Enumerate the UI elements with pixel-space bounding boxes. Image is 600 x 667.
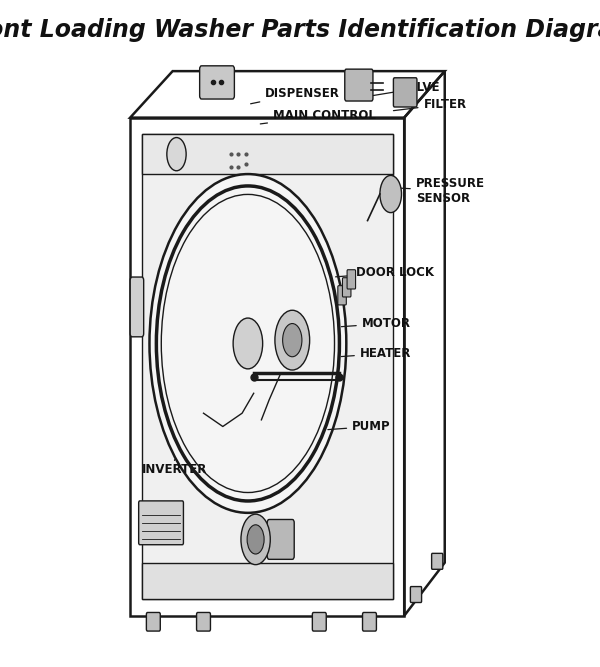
FancyBboxPatch shape	[345, 69, 373, 101]
Circle shape	[380, 175, 401, 213]
Circle shape	[283, 323, 302, 357]
FancyBboxPatch shape	[139, 501, 184, 545]
Text: PUMP: PUMP	[328, 420, 391, 433]
Text: Front Loading Washer Parts Identification Diagram: Front Loading Washer Parts Identificatio…	[0, 18, 600, 42]
FancyBboxPatch shape	[343, 277, 351, 297]
FancyBboxPatch shape	[362, 612, 376, 631]
Text: VALVE: VALVE	[362, 81, 441, 97]
FancyBboxPatch shape	[130, 277, 143, 337]
Polygon shape	[142, 134, 392, 174]
Circle shape	[149, 174, 346, 513]
Text: MAIN CONTROL: MAIN CONTROL	[260, 109, 376, 124]
FancyBboxPatch shape	[394, 78, 417, 107]
Polygon shape	[142, 134, 392, 599]
FancyBboxPatch shape	[197, 612, 211, 631]
Circle shape	[247, 525, 264, 554]
Text: MOTOR: MOTOR	[341, 317, 411, 330]
FancyBboxPatch shape	[410, 586, 422, 602]
FancyBboxPatch shape	[267, 520, 294, 560]
FancyBboxPatch shape	[146, 612, 160, 631]
Text: HEATER: HEATER	[341, 347, 411, 360]
Text: DISPENSER: DISPENSER	[251, 87, 340, 104]
FancyBboxPatch shape	[347, 269, 356, 289]
FancyBboxPatch shape	[200, 66, 235, 99]
Polygon shape	[142, 563, 392, 599]
FancyBboxPatch shape	[313, 612, 326, 631]
Text: INVERTER: INVERTER	[142, 460, 207, 476]
Text: FILTER: FILTER	[394, 98, 467, 111]
Circle shape	[275, 310, 310, 370]
Circle shape	[241, 514, 270, 565]
Text: PRESSURE
SENSOR: PRESSURE SENSOR	[388, 177, 485, 205]
FancyBboxPatch shape	[338, 285, 346, 305]
FancyBboxPatch shape	[431, 554, 443, 570]
Circle shape	[233, 318, 263, 369]
Text: DOOR LOCK: DOOR LOCK	[335, 266, 434, 279]
Circle shape	[167, 137, 186, 171]
